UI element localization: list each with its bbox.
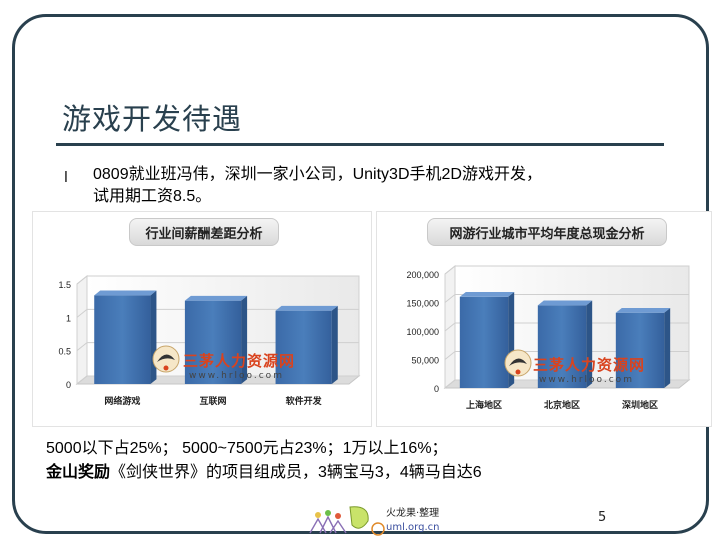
bar — [537, 305, 587, 388]
gridline — [444, 379, 689, 389]
bullet-marker: l — [64, 170, 68, 186]
x-category-label: 深圳地区 — [622, 399, 658, 411]
bar — [615, 312, 665, 388]
page-number: 5 — [598, 510, 607, 525]
watermark-url: www.hrloo.com — [539, 375, 634, 385]
slide-title: 游戏开发待遇 — [62, 102, 243, 136]
y-tick-label: 200,000 — [406, 270, 439, 280]
industry-salary-chart-svg: 0 0.5 1 1.5 网络游戏 互联网 软件开发 — [58, 274, 361, 407]
bar-side — [586, 300, 593, 388]
reward-label: 金山奖励 — [46, 464, 111, 481]
chart-side-wall — [76, 274, 88, 386]
bar — [275, 310, 332, 384]
y-tick-label: 0 — [434, 384, 439, 394]
gridline — [444, 294, 689, 303]
bar-top — [459, 292, 515, 297]
x-category-label: 北京地区 — [544, 399, 580, 411]
city-cash-chart: 0 50,000 100,000 150,000 200,000 上海地区 北京地区 深圳地区… — [376, 211, 712, 427]
footer-logo-icon — [309, 506, 385, 536]
bullet-line-2: 试用期工资8.5。 — [93, 188, 212, 205]
gridline — [444, 351, 689, 360]
bar-top — [537, 300, 593, 306]
bar-side — [331, 305, 338, 384]
gridline — [76, 342, 359, 352]
footer-name: 火龙果·整理 — [386, 508, 440, 519]
bar-top — [184, 295, 248, 301]
watermark-url: www.hrloo.com — [189, 371, 284, 381]
gridline — [76, 308, 359, 318]
stats-line: 5000以下占25%； 5000~7500元占23%；1万以上16%； — [46, 440, 448, 457]
x-category-label: 软件开发 — [286, 395, 323, 407]
y-tick-label: 0.5 — [58, 347, 71, 357]
bar-side — [241, 295, 248, 384]
watermark-text: 三茅人力资源网 — [183, 352, 296, 370]
bar-side — [664, 307, 671, 388]
gridline — [76, 375, 359, 385]
gridline — [444, 322, 689, 332]
bar-top — [615, 307, 671, 313]
bar — [184, 300, 242, 384]
bar-top — [275, 305, 338, 311]
bullet-line-1: 0809就业班冯伟，深圳一家小公司，Unity3D手机2D游戏开发， — [93, 166, 542, 183]
footer-credit: 火龙果·整理 uml.org.cn — [386, 507, 439, 535]
watermark: 三茅人力资源网 www.hrloo.com — [183, 350, 295, 381]
reward-detail: 《剑侠世界》的项目组成员，3辆宝马3，4辆马自达6 — [110, 464, 482, 481]
bar — [94, 295, 151, 384]
y-tick-label: 1.5 — [58, 280, 71, 290]
title-underline — [56, 143, 664, 146]
bullet-text: 0809就业班冯伟，深圳一家小公司，Unity3D手机2D游戏开发， 试用期工资… — [93, 164, 673, 208]
y-tick-label: 100,000 — [406, 327, 439, 337]
watermark-logo-icon — [152, 345, 180, 373]
y-tick-label: 0 — [66, 380, 71, 390]
x-category-label: 网络游戏 — [104, 395, 140, 407]
y-tick-label: 50,000 — [411, 356, 439, 366]
industry-salary-chart: 0 0.5 1 1.5 网络游戏 互联网 软件开发 行业间薪酬差距分析 三茅人力资源网 ww… — [32, 211, 372, 427]
x-category-label: 互联网 — [199, 395, 226, 407]
bar — [459, 296, 509, 388]
y-tick-label: 1 — [66, 313, 71, 323]
gridline — [444, 265, 689, 275]
watermark-text: 三茅人力资源网 — [533, 356, 646, 374]
chart-title: 行业间薪酬差距分析 — [129, 218, 279, 246]
chart-title: 网游行业城市平均年度总现金分析 — [427, 218, 667, 246]
x-category-label: 上海地区 — [466, 399, 502, 411]
footer-url: uml.org.cn — [386, 522, 440, 533]
bar-top — [94, 290, 157, 296]
watermark: 三茅人力资源网 www.hrloo.com — [533, 354, 645, 385]
reward-line: 金山奖励《剑侠世界》的项目组成员，3辆宝马3，4辆马自达6 — [46, 462, 686, 484]
watermark-logo-icon — [504, 349, 532, 377]
y-tick-label: 150,000 — [406, 299, 439, 309]
gridline — [76, 275, 359, 285]
